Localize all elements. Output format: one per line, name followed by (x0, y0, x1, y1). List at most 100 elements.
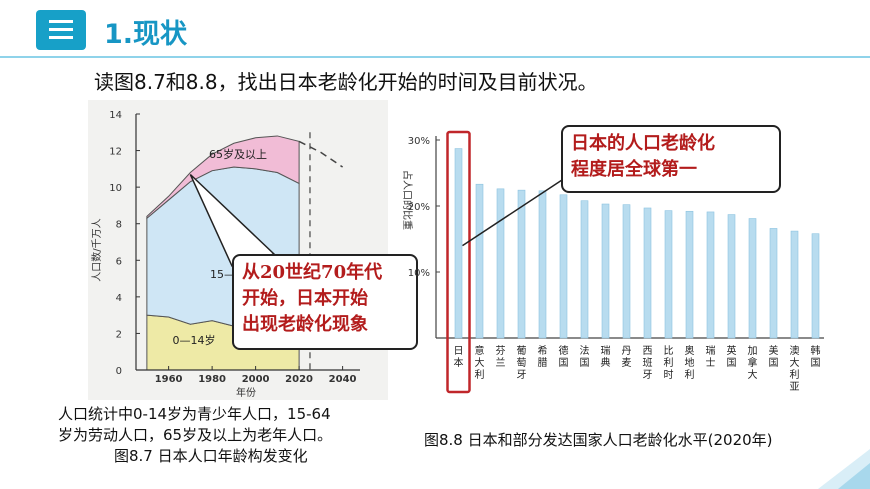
x-tick-label-char: 牙 (517, 369, 527, 381)
x-tick-label-char: 亚 (790, 382, 800, 393)
bar (664, 210, 673, 339)
list-menu-icon (36, 10, 86, 50)
x-tick-label-char: 时 (664, 369, 674, 381)
y-tick-label: 6 (116, 256, 122, 267)
bar (643, 207, 652, 339)
bar (685, 210, 694, 339)
caption-line: 图8.7 日本人口年龄构发变化 (114, 447, 308, 465)
age-structure-chart: 0 2 4 6 8 10 12 14 1960 1980 2000 2020 2040 年份 人口数/千万人… (90, 110, 360, 399)
aging-start-callout: 从20世纪70年代 开始，日本开始 出现老龄化现象 (232, 254, 418, 350)
bar (475, 183, 484, 339)
x-tick-label: 2000 (242, 374, 270, 385)
bar (517, 189, 526, 339)
y-tick-label: 10 (109, 183, 122, 194)
x-tick-label-char: 澳 (790, 344, 800, 357)
callout-pointer (462, 179, 563, 247)
elderly-area (146, 135, 300, 220)
y-tick-label: 4 (116, 293, 122, 304)
x-tick-label-char: 利 (475, 369, 485, 381)
y-tick-label: 8 (116, 220, 122, 231)
bar (559, 194, 568, 339)
corner-decoration (818, 449, 870, 489)
callout-line: 开始，日本开始 (242, 288, 368, 309)
bar (538, 190, 547, 339)
x-axis-label: 年份 (236, 386, 256, 399)
x-tick-label-char: 德 (559, 344, 569, 357)
x-tick-label-char: 丹 (622, 345, 632, 357)
aging-rank-callout: 日本的人口老龄化 程度居全球第一 (561, 125, 781, 193)
y-tick-label: 0 (116, 366, 122, 377)
x-tick-label-char: 牙 (643, 369, 653, 381)
elderly-series-label: 65岁及以上 (209, 147, 267, 161)
x-tick-label: 2040 (329, 374, 357, 385)
y-tick-label: 2 (116, 329, 122, 340)
x-tick-label-char: 韩 (811, 344, 821, 357)
x-tick-label-char: 国 (727, 357, 737, 369)
x-tick-label-char: 国 (580, 357, 590, 369)
bar (706, 211, 715, 339)
x-tick-label-char: 美 (769, 344, 779, 357)
caption-line: 岁为劳动人口，65岁及以上为老年人口。 (58, 426, 333, 444)
x-tick-label-char: 法 (580, 344, 590, 357)
caption-line: 人口统计中0-14岁为青少年人口，15-64 (58, 405, 331, 423)
x-tick-label: 1960 (155, 374, 183, 385)
x-tick-label-char: 英 (727, 344, 737, 357)
y-tick-label: 30% (408, 136, 430, 147)
x-tick-label-char: 典 (601, 356, 611, 369)
bar (496, 188, 505, 339)
bar (580, 200, 589, 339)
y-tick-label: 12 (109, 147, 122, 158)
x-tick-label-char: 萄 (517, 356, 527, 369)
x-tick-label-char: 利 (664, 357, 674, 369)
bar (790, 230, 799, 339)
x-tick-label-char: 国 (769, 357, 779, 369)
bar (622, 204, 631, 339)
left-figure-caption: 人口统计中0-14岁为青少年人口，15-64 岁为劳动人口，65岁及以上为老年人… (58, 404, 332, 467)
x-tick-label-char: 国 (559, 357, 569, 369)
bar (748, 218, 757, 339)
y-axis-label: 人口数/千万人 (90, 218, 103, 281)
x-tick-label-char: 大 (790, 356, 800, 369)
x-tick-label-char: 瑞 (601, 345, 611, 357)
aging-level-chart: 30%20%10%占人口的比重日本意大利芬兰葡萄牙希腊德国法国瑞典丹麦西班牙比利… (401, 130, 824, 394)
question-text: 读图8.7和8.8，找出日本老龄化开始的时间及目前状况。 (94, 70, 598, 94)
projection-line (298, 140, 344, 168)
page-title: 1.现状 (104, 19, 188, 50)
x-tick-label-char: 本 (454, 356, 464, 369)
x-tick-label-char: 班 (643, 357, 653, 369)
x-tick-label-char: 芬 (496, 345, 506, 357)
x-tick-label-char: 瑞 (706, 345, 716, 357)
bar (769, 228, 778, 339)
x-tick-label-char: 兰 (496, 356, 506, 369)
header-divider (0, 56, 870, 58)
x-tick-label-char: 利 (685, 369, 695, 381)
y-tick-label: 10% (408, 268, 430, 279)
x-tick-label-char: 麦 (622, 357, 632, 369)
y-tick-label: 14 (109, 110, 122, 121)
japan-highlight-box (446, 130, 471, 394)
callout-line: 从20世纪70年代 (242, 262, 383, 283)
x-tick-label-char: 日 (454, 346, 464, 357)
x-tick-label-char: 国 (811, 357, 821, 369)
bar (454, 148, 463, 339)
x-tick-label: 1980 (198, 374, 226, 385)
right-figure-caption: 图8.8 日本和部分发达国家人口老龄化水平(2020年) (424, 431, 773, 449)
x-tick-label-char: 大 (748, 368, 758, 381)
youth-series-label: 0—14岁 (173, 333, 216, 347)
bar (811, 233, 820, 339)
y-axis-label: 占人口的比重 (401, 170, 414, 230)
x-tick-label-char: 葡 (517, 344, 527, 357)
x-tick-label-char: 奥 (685, 344, 695, 357)
callout-line: 程度居全球第一 (571, 159, 697, 180)
callout-line: 出现老龄化现象 (242, 314, 368, 335)
bar (727, 214, 736, 339)
x-tick-label: 2020 (285, 374, 313, 385)
x-tick-label-char: 大 (475, 356, 485, 369)
bar (601, 203, 610, 339)
x-tick-label-char: 西 (643, 346, 653, 357)
x-tick-label-char: 希 (538, 344, 548, 357)
x-tick-label-char: 士 (706, 356, 716, 369)
x-tick-label-char: 意 (475, 344, 485, 357)
x-tick-label-char: 加 (748, 345, 758, 357)
callout-line: 日本的人口老龄化 (571, 133, 715, 154)
